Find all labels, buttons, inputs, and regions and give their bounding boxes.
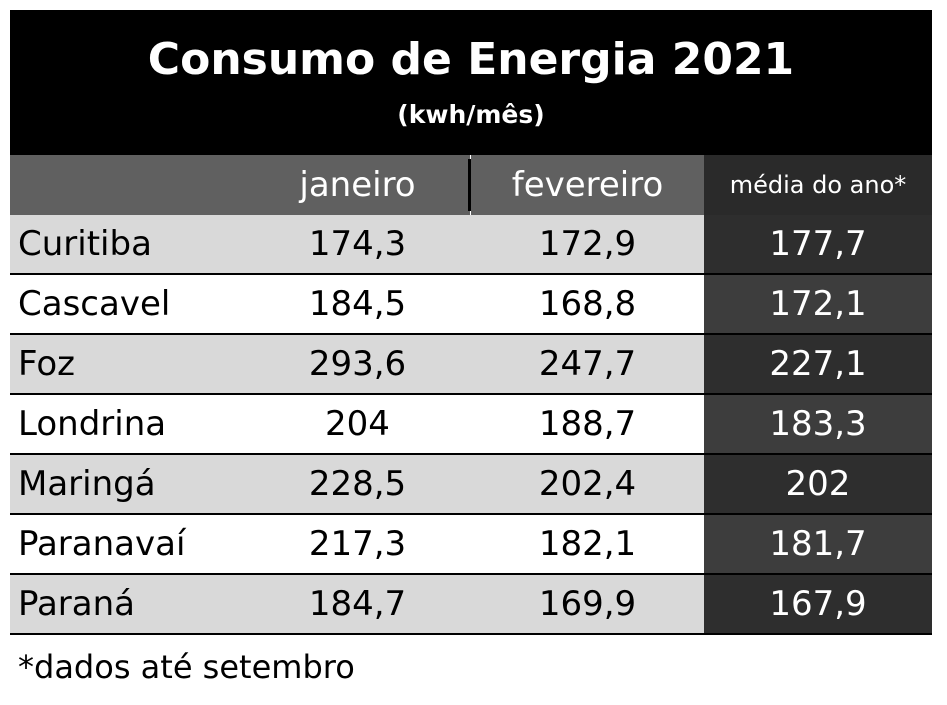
table-row: Curitiba 174,3 172,9 177,7 — [10, 215, 932, 275]
fevereiro-cell: 169,9 — [538, 584, 637, 624]
table-subtitle: (kwh/mês) — [397, 100, 545, 129]
header-row: janeiro fevereiro média do ano* — [10, 155, 932, 215]
janeiro-cell: 204 — [325, 404, 390, 444]
city-cell: Londrina — [18, 404, 167, 444]
header-fevereiro: fevereiro — [471, 155, 704, 215]
table-title: Consumo de Energia 2021 — [147, 34, 795, 85]
table-row: Foz 293,6 247,7 227,1 — [10, 335, 932, 395]
media-cell: 183,3 — [704, 395, 932, 453]
footnote: *dados até setembro — [18, 648, 355, 686]
header-divider — [468, 159, 471, 211]
city-cell: Cascavel — [18, 284, 171, 324]
city-cell: Curitiba — [18, 224, 152, 264]
fevereiro-cell: 188,7 — [538, 404, 637, 444]
fevereiro-cell: 247,7 — [538, 344, 637, 384]
media-cell: 202 — [704, 455, 932, 513]
city-cell: Paraná — [18, 584, 136, 624]
janeiro-cell: 293,6 — [308, 344, 407, 384]
header-media: média do ano* — [704, 155, 932, 215]
table-row: Cascavel 184,5 168,8 172,1 — [10, 275, 932, 335]
media-cell: 177,7 — [704, 215, 932, 273]
janeiro-cell: 184,7 — [308, 584, 407, 624]
table-row: Londrina 204 188,7 183,3 — [10, 395, 932, 455]
media-cell: 167,9 — [704, 575, 932, 633]
table-row: Maringá 228,5 202,4 202 — [10, 455, 932, 515]
fevereiro-cell: 168,8 — [538, 284, 637, 324]
city-cell: Foz — [18, 344, 75, 384]
media-cell: 181,7 — [704, 515, 932, 573]
media-cell: 227,1 — [704, 335, 932, 393]
fevereiro-cell: 172,9 — [538, 224, 637, 264]
fevereiro-cell: 182,1 — [538, 524, 637, 564]
header-city — [10, 155, 245, 215]
janeiro-cell: 228,5 — [308, 464, 407, 504]
city-cell: Maringá — [18, 464, 156, 504]
janeiro-cell: 174,3 — [308, 224, 407, 264]
title-box: Consumo de Energia 2021 (kwh/mês) — [10, 10, 932, 155]
fevereiro-cell: 202,4 — [538, 464, 637, 504]
media-cell: 172,1 — [704, 275, 932, 333]
city-cell: Paranavaí — [18, 524, 186, 564]
table-row: Paraná 184,7 169,9 167,9 — [10, 575, 932, 635]
janeiro-cell: 217,3 — [308, 524, 407, 564]
energy-table: Consumo de Energia 2021 (kwh/mês) janeir… — [10, 10, 932, 700]
header-janeiro: janeiro — [245, 155, 470, 215]
janeiro-cell: 184,5 — [308, 284, 407, 324]
table-row: Paranavaí 217,3 182,1 181,7 — [10, 515, 932, 575]
